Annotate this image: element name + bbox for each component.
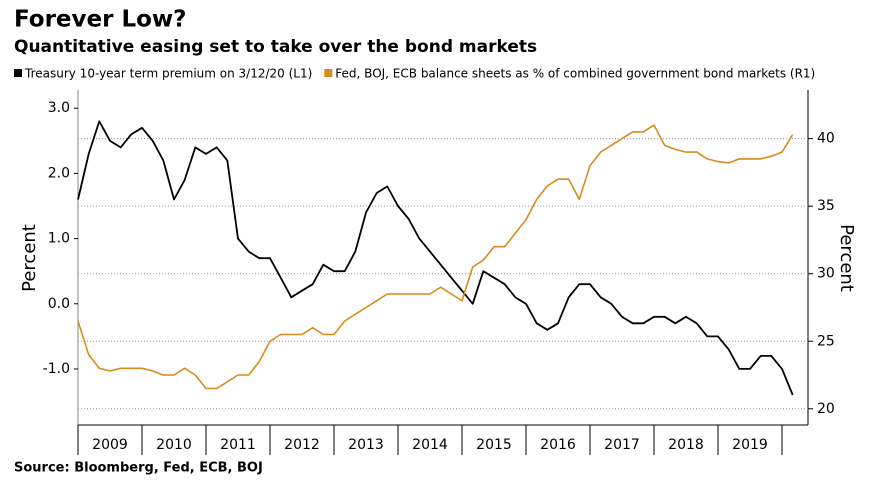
x-tick-label: 2012 [284,437,320,453]
source: Source: Bloomberg, Fed, ECB, BOJ [14,461,263,476]
series-line [77,120,794,396]
legend-swatch [324,69,333,77]
x-tick-label: 2019 [732,437,768,453]
y-tick-label: 0.0 [48,296,70,312]
x-tick-label: 2011 [220,437,256,453]
legend-label: Fed, BOJ, ECB balance sheets as % of com… [335,67,815,81]
x-tick-label: 2018 [668,437,704,453]
y2-tick-label: 35 [817,198,835,214]
y-axis-title: Percent [19,224,40,292]
x-tick-label: 2009 [92,437,128,453]
y-tick-label: -1.0 [43,361,70,377]
chart-title: Forever Low? [14,7,187,33]
y2-tick-label: 30 [817,266,835,282]
x-tick-label: 2016 [540,437,576,453]
chart-subtitle: Quantitative easing set to take over the… [14,37,537,57]
y2-axis-title: Percent [836,224,857,292]
y2-tick-label: 40 [817,131,835,147]
x-tick-label: 2010 [156,437,192,453]
y2-tick-label: 25 [817,333,835,349]
y-tick-label: 3.0 [48,100,70,116]
x-tick-label: 2013 [348,437,384,453]
y-tick-label: 1.0 [48,231,70,247]
x-tick-label: 2014 [412,437,448,453]
series-line [77,124,794,390]
legend-swatch [14,69,22,77]
legend-label: Treasury 10-year term premium on 3/12/20… [24,67,312,81]
x-tick-label: 2017 [604,437,640,453]
x-tick-label: 2015 [476,437,512,453]
y-tick-label: 2.0 [48,165,70,181]
y2-tick-label: 20 [817,401,835,417]
